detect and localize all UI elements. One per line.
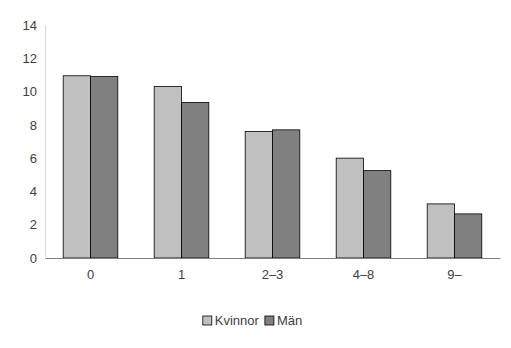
y-tick-label: 2 bbox=[30, 217, 37, 232]
y-tick-label: 10 bbox=[23, 84, 37, 99]
bar bbox=[63, 76, 90, 258]
chart: 0 2 4 6 8 10 12 14 0 1 2–3 4–8 9– Kvinnor Män bbox=[0, 0, 511, 348]
y-axis: 0 2 4 6 8 10 12 14 bbox=[23, 18, 46, 266]
x-tick: 1 bbox=[178, 258, 185, 282]
bar bbox=[455, 214, 482, 258]
bar-series bbox=[91, 77, 482, 258]
x-tick: 0 bbox=[87, 258, 94, 282]
bar bbox=[245, 132, 272, 258]
bar bbox=[273, 130, 300, 258]
y-tick: 14 bbox=[23, 18, 45, 33]
bar bbox=[427, 204, 454, 258]
y-tick: 4 bbox=[30, 184, 45, 199]
y-tick: 12 bbox=[23, 51, 45, 66]
legend-item: Män bbox=[265, 313, 302, 328]
y-tick-label: 8 bbox=[30, 118, 37, 133]
y-tick: 2 bbox=[30, 217, 45, 232]
x-axis: 0 1 2–3 4–8 9– bbox=[46, 258, 501, 282]
bars bbox=[63, 76, 482, 258]
legend-swatch bbox=[265, 316, 274, 325]
bar bbox=[182, 102, 209, 258]
bar-series bbox=[63, 76, 454, 258]
legend-item: Kvinnor bbox=[203, 313, 260, 328]
y-axis-line bbox=[45, 26, 46, 259]
x-tick-label: 1 bbox=[178, 267, 185, 282]
x-tick-label: 4–8 bbox=[353, 267, 375, 282]
y-tick: 0 bbox=[30, 251, 45, 266]
y-tick: 8 bbox=[30, 118, 45, 133]
plot: 0 2 4 6 8 10 12 14 0 1 2–3 4–8 9– bbox=[23, 18, 501, 283]
y-tick-label: 14 bbox=[23, 18, 37, 33]
bar bbox=[336, 158, 363, 258]
x-axis-line bbox=[46, 258, 501, 259]
legend-label: Män bbox=[277, 313, 302, 328]
x-tick-label: 9– bbox=[447, 267, 462, 282]
legend: Kvinnor Män bbox=[203, 313, 302, 328]
x-tick-label: 0 bbox=[87, 267, 94, 282]
y-tick-label: 4 bbox=[30, 184, 37, 199]
y-tick-label: 6 bbox=[30, 151, 37, 166]
x-tick: 4–8 bbox=[353, 258, 375, 282]
x-tick: 9– bbox=[447, 258, 462, 282]
y-tick-label: 0 bbox=[30, 251, 37, 266]
y-tick: 10 bbox=[23, 84, 45, 99]
y-tick-label: 12 bbox=[23, 51, 37, 66]
y-tick: 6 bbox=[30, 151, 45, 166]
bar bbox=[364, 171, 391, 258]
bar bbox=[154, 87, 181, 258]
x-tick-label: 2–3 bbox=[262, 267, 284, 282]
legend-swatch bbox=[203, 316, 212, 325]
bar bbox=[91, 77, 118, 258]
x-tick: 2–3 bbox=[262, 258, 284, 282]
legend-label: Kvinnor bbox=[215, 313, 260, 328]
